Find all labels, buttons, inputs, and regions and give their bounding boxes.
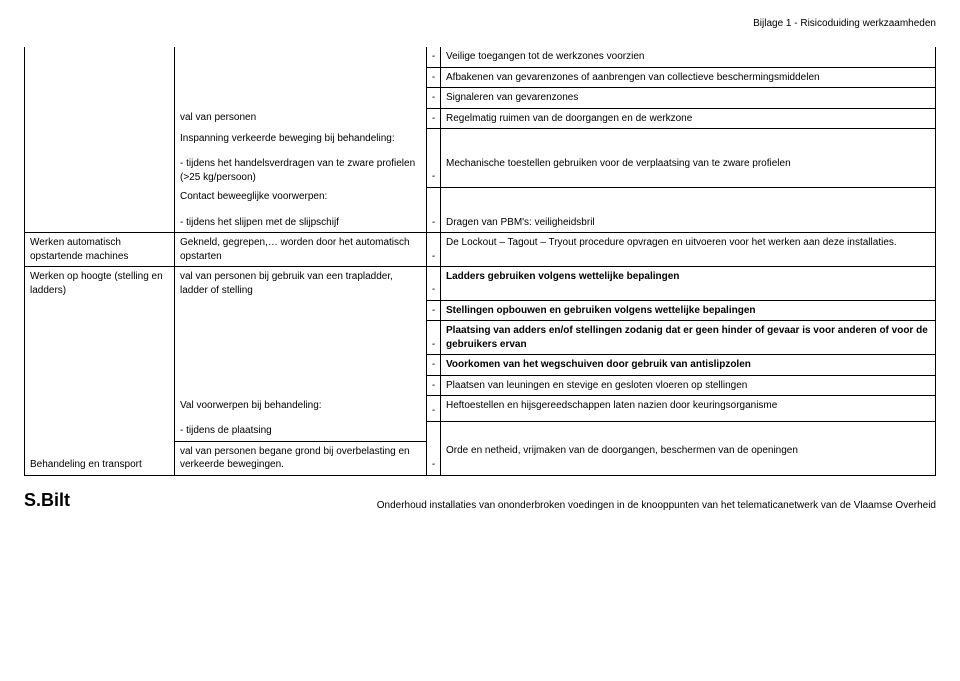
measure-cell: Afbakenen van gevarenzones of aanbrengen… bbox=[441, 67, 936, 88]
measure-cell: Stellingen opbouwen en gebruiken volgens… bbox=[441, 300, 936, 321]
hazard-cell: val van personen bbox=[175, 108, 427, 129]
activity-cell: Werken automatisch opstartende machines bbox=[25, 233, 175, 267]
hazard-cell bbox=[175, 67, 427, 88]
hazard-cell bbox=[175, 375, 427, 396]
dash-cell: - bbox=[427, 108, 441, 129]
dash-cell bbox=[427, 421, 441, 441]
measure-cell: Voorkomen van het wegschuiven door gebru… bbox=[441, 355, 936, 376]
activity-cell: Behandeling en transport bbox=[25, 441, 175, 475]
hazard-cell: val van personen begane grond bij overbe… bbox=[175, 441, 427, 475]
footnote-text: Onderhoud installaties van ononderbroken… bbox=[377, 500, 936, 511]
measure-cell: Orde en netheid, vrijmaken van de doorga… bbox=[441, 441, 936, 475]
measure-cell: Plaatsen van leuningen en stevige en ges… bbox=[441, 375, 936, 396]
dash-cell: - bbox=[427, 154, 441, 187]
hazard-cell: - tijdens de plaatsing bbox=[175, 421, 427, 441]
dash-cell: - bbox=[427, 267, 441, 301]
measure-cell: Mechanische toestellen gebruiken voor de… bbox=[441, 154, 936, 187]
activity-cell: Werken op hoogte (stelling en ladders) bbox=[25, 267, 175, 442]
dash-cell: - bbox=[427, 441, 441, 475]
hazard-cell: - tijdens het slijpen met de slijpschijf bbox=[175, 213, 427, 233]
dash-cell: - bbox=[427, 213, 441, 233]
hazard-cell: - tijdens het handelsverdragen van te zw… bbox=[175, 154, 427, 187]
measure-cell bbox=[441, 129, 936, 155]
dash-cell: - bbox=[427, 47, 441, 67]
measure-cell bbox=[441, 421, 936, 441]
hazard-cell bbox=[175, 355, 427, 376]
dash-cell: - bbox=[427, 321, 441, 355]
hazard-text: Val voorwerpen bij behandeling: bbox=[180, 400, 322, 411]
activity-cell-empty bbox=[25, 47, 175, 233]
measure-cell: De Lockout – Tagout – Tryout procedure o… bbox=[441, 233, 936, 267]
measure-cell: Plaatsing van adders en/of stellingen zo… bbox=[441, 321, 936, 355]
hazard-cell: val van personen bij gebruik van een tra… bbox=[175, 267, 427, 301]
hazard-cell bbox=[175, 321, 427, 355]
hazard-cell: Gekneld, gegrepen,… worden door het auto… bbox=[175, 233, 427, 267]
dash-cell: - bbox=[427, 88, 441, 109]
hazard-cell: Val voorwerpen bij behandeling: bbox=[175, 396, 427, 422]
measure-cell: Dragen van PBM's: veiligheidsbril bbox=[441, 213, 936, 233]
dash-cell bbox=[427, 129, 441, 155]
measure-cell: Signaleren van gevarenzones bbox=[441, 88, 936, 109]
logo-text: S.Bilt bbox=[24, 490, 70, 511]
hazard-cell bbox=[175, 47, 427, 67]
hazard-text: Contact beweeglijke voorwerpen: bbox=[180, 191, 327, 202]
dash-cell: - bbox=[427, 300, 441, 321]
dash-cell: - bbox=[427, 355, 441, 376]
dash-cell: - bbox=[427, 396, 441, 422]
page-header: Bijlage 1 - Risicoduiding werkzaamheden bbox=[24, 18, 936, 29]
dash-cell: - bbox=[427, 67, 441, 88]
hazard-cell bbox=[175, 88, 427, 109]
measure-cell: Veilige toegangen tot de werkzones voorz… bbox=[441, 47, 936, 67]
dash-cell: - bbox=[427, 375, 441, 396]
page-footer: S.Bilt Onderhoud installaties van ononde… bbox=[24, 490, 936, 511]
hazard-cell: Contact beweeglijke voorwerpen: bbox=[175, 187, 427, 213]
measure-cell: Ladders gebruiken volgens wettelijke bep… bbox=[441, 267, 936, 301]
measure-cell bbox=[441, 187, 936, 213]
dash-cell bbox=[427, 187, 441, 213]
risk-table: - Veilige toegangen tot de werkzones voo… bbox=[24, 47, 936, 476]
hazard-cell bbox=[175, 300, 427, 321]
measure-cell: Heftoestellen en hijsgereedschappen late… bbox=[441, 396, 936, 422]
measure-cell: Regelmatig ruimen van de doorgangen en d… bbox=[441, 108, 936, 129]
hazard-cell: Inspanning verkeerde beweging bij behand… bbox=[175, 129, 427, 155]
dash-cell: - bbox=[427, 233, 441, 267]
hazard-text: Inspanning verkeerde beweging bij behand… bbox=[180, 133, 395, 144]
